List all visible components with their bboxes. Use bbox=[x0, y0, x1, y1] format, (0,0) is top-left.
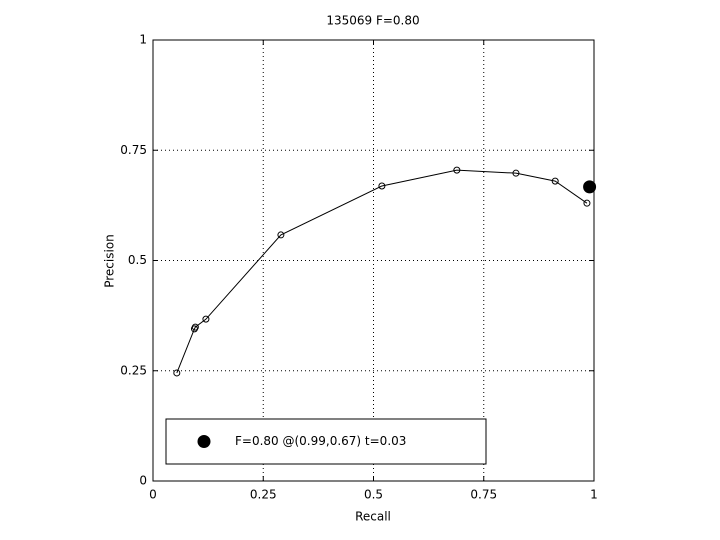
point-marker bbox=[512, 169, 520, 177]
point-marker bbox=[173, 369, 181, 377]
y-axis-label: Precision bbox=[103, 234, 117, 288]
legend-box bbox=[165, 418, 487, 465]
x-tick-label: 0.75 bbox=[470, 488, 497, 502]
point-marker bbox=[583, 199, 591, 207]
y-tick-label: 0.25 bbox=[120, 363, 147, 377]
x-tick-label: 0.25 bbox=[250, 488, 277, 502]
legend-label: F=0.80 @(0.99,0.67) t=0.03 bbox=[235, 434, 406, 448]
x-tick-label: 0 bbox=[149, 488, 157, 502]
legend-marker bbox=[197, 435, 211, 448]
point-marker bbox=[191, 323, 199, 331]
x-tick-label: 1 bbox=[590, 488, 598, 502]
y-tick-label: 0 bbox=[139, 474, 147, 488]
pr-curve bbox=[176, 169, 588, 374]
x-axis-label: Recall bbox=[355, 510, 391, 524]
y-tick-label: 1 bbox=[139, 33, 147, 47]
point-marker bbox=[551, 177, 559, 185]
chart-title: 135069 F=0.80 bbox=[326, 14, 419, 28]
point-marker bbox=[378, 182, 386, 190]
x-tick-label: 0.5 bbox=[364, 488, 383, 502]
point-marker bbox=[277, 231, 285, 239]
plot-frame bbox=[152, 39, 595, 482]
point-marker bbox=[202, 315, 210, 323]
y-tick-label: 0.5 bbox=[128, 253, 147, 267]
y-tick-label: 0.75 bbox=[120, 143, 147, 157]
point-marker bbox=[453, 166, 461, 174]
best-point bbox=[583, 180, 597, 194]
